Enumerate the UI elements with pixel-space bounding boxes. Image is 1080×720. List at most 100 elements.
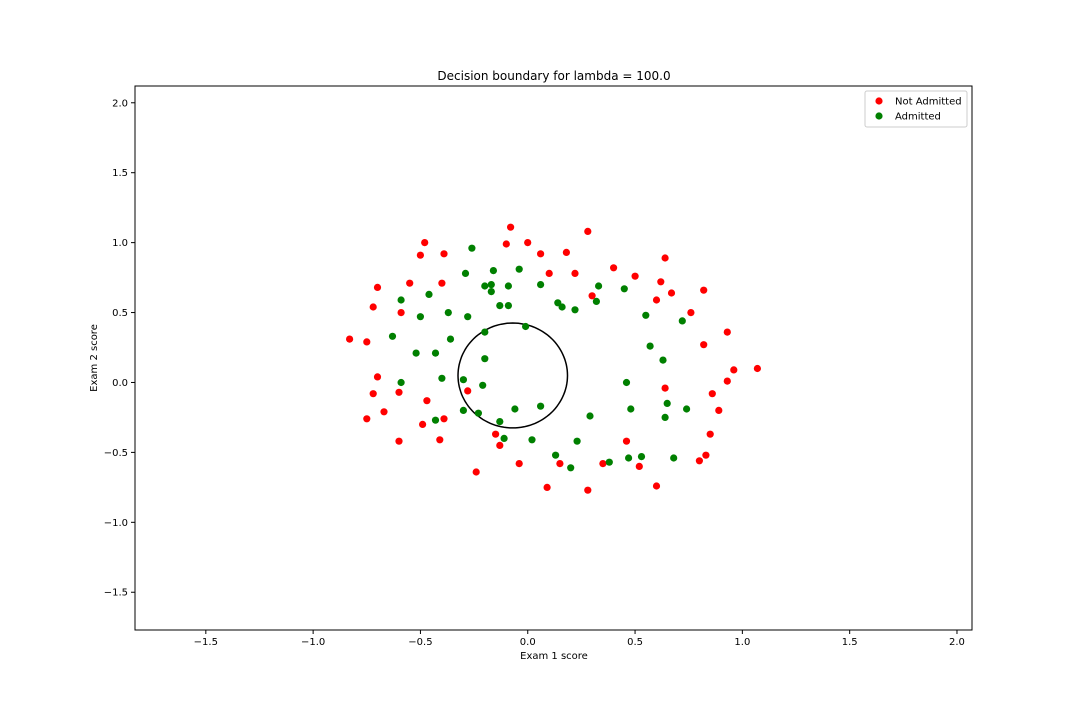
scatter-point [554,299,562,307]
scatter-point [397,296,405,304]
scatter-point [406,279,414,287]
plot-area [346,223,762,494]
scatter-point [537,402,545,410]
x-tick-label: 0.5 [627,637,643,648]
scatter-point [584,486,592,494]
x-axis: −1.5 −1.0 −0.5 0.0 0.5 1.0 1.5 2.0 [194,630,965,648]
scatter-point [395,437,403,445]
scatter-point [459,406,467,414]
scatter-point [479,381,487,389]
scatter-point [440,415,448,423]
legend-marker [875,97,883,105]
scatter-point [556,460,564,468]
y-tick-label: 0.5 [112,308,128,319]
scatter-point [397,378,405,387]
scatter-point [595,282,603,290]
scatter-point [599,460,607,468]
scatter-point [459,376,467,384]
scatter-point [502,240,510,248]
scatter-point [373,373,382,381]
scatter-point [412,349,420,357]
scatter-point [635,462,643,470]
scatter-point [652,296,661,304]
scatter-point [678,317,686,325]
scatter-point [388,332,397,340]
scatter-point [622,437,631,445]
scatter-point [515,265,523,273]
scatter-point [627,405,635,413]
scatter-point [622,378,631,387]
scatter-point [571,306,579,314]
scatter-point [683,405,691,413]
x-tick-label: 1.0 [734,637,750,648]
y-tick-label: −1.0 [104,518,128,529]
scatter-point [511,405,519,413]
scatter-point [524,239,532,247]
scatter-point [706,430,714,438]
legend-box [864,90,968,128]
decision-boundary-line [457,322,569,429]
scatter-point [661,254,669,262]
scatter-point [416,313,424,321]
scatter-point [507,223,515,231]
scatter-point [423,397,431,405]
y-tick-label: 2.0 [112,98,128,109]
scatter-point [440,250,448,258]
y-tick-label: 0.0 [112,378,128,389]
y-axis: −1.5 −1.0 −0.5 0.0 0.5 1.0 1.5 2.0 [104,98,135,599]
scatter-point [620,285,628,293]
scatter-point [700,341,708,349]
legend-marker [875,112,883,120]
scatter-point [537,250,545,258]
scatter-point [702,451,710,459]
scatter-point [464,387,472,395]
scatter-point [667,289,676,297]
scatter-point [562,248,571,256]
scatter-point [504,282,512,290]
y-tick-label: 1.0 [112,238,128,249]
scatter-point [543,483,551,491]
scatter-point [481,282,489,290]
scatter-point [444,309,452,317]
scatter-point [646,342,654,350]
scatter-point [461,269,470,277]
scatter-point [625,454,633,462]
scatter-point [567,464,575,472]
y-tick-label: −0.5 [104,448,128,459]
scatter-point [431,416,440,424]
scatter-point [446,335,455,343]
scatter-point [670,454,678,462]
scatter-point [496,441,504,449]
scatter-point [687,309,695,317]
scatter-point [584,227,592,235]
scatter-point [723,377,731,385]
scatter-point [537,281,545,289]
scatter-point [642,311,650,319]
x-tick-label: 0.0 [520,637,536,648]
y-tick-label: −1.5 [104,588,128,599]
scatter-point [431,349,440,357]
legend-label: Admitted [895,112,941,123]
scatter-point [481,328,489,336]
scatter-point [496,418,504,426]
scatter-point [369,390,377,398]
scatter-point [528,436,536,444]
scatter-point [481,355,489,363]
x-axis-label: Exam 1 score [520,651,588,662]
scatter-point [397,309,405,317]
series-admitted [388,244,691,472]
scatter-point [663,399,671,407]
x-tick-label: 2.0 [949,637,965,648]
scatter-point [661,413,669,421]
scatter-point [346,335,354,343]
x-tick-label: −0.5 [408,637,432,648]
scatter-point [500,434,508,442]
scatter-point [472,468,480,476]
scatter-point [592,297,601,305]
scatter-point [464,313,472,321]
x-tick-label: 1.5 [842,637,858,648]
scatter-point [515,460,523,468]
scatter-point [363,338,371,346]
scatter-point [588,292,596,300]
